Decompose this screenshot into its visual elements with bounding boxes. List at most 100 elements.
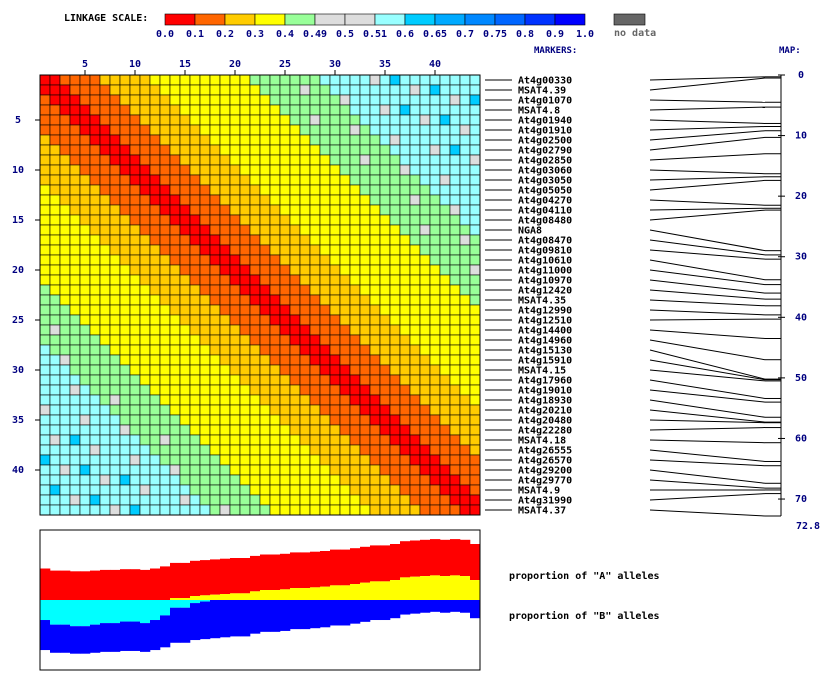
heatmap-cell <box>349 394 361 406</box>
heatmap-cell <box>239 494 251 506</box>
heatmap-cell <box>379 244 391 256</box>
heatmap-cell <box>309 244 321 256</box>
heatmap-cell <box>79 364 91 376</box>
heatmap-cell <box>409 434 421 446</box>
heatmap-cell <box>59 164 71 176</box>
allele-a-bar <box>370 545 381 582</box>
heatmap-cell <box>379 234 391 246</box>
heatmap-cell <box>159 174 171 186</box>
heatmap-cell <box>389 224 401 236</box>
heatmap-cell <box>249 364 261 376</box>
heatmap-cell <box>399 504 411 516</box>
heatmap-cell <box>389 184 401 196</box>
heatmap-cell <box>239 124 251 136</box>
heatmap-cell <box>349 364 361 376</box>
heatmap-cell <box>59 324 71 336</box>
heatmap-cell <box>349 124 361 136</box>
heatmap-cell <box>419 414 431 426</box>
heatmap-cell <box>429 494 441 506</box>
heatmap-cell <box>49 244 61 256</box>
heatmap-cell <box>309 344 321 356</box>
heatmap-cell <box>129 494 141 506</box>
heatmap-cell <box>319 324 331 336</box>
heatmap-cell <box>139 264 151 276</box>
allele-a-bar <box>60 570 71 600</box>
heatmap-cell <box>209 504 221 516</box>
heatmap-cell <box>179 144 191 156</box>
heatmap-cell <box>139 374 151 386</box>
heatmap-cell <box>199 414 211 426</box>
heatmap-cell <box>49 454 61 466</box>
heatmap-cell <box>459 184 471 196</box>
heatmap-cell <box>229 74 241 86</box>
heatmap-cell <box>49 84 61 96</box>
heatmap-cell <box>149 94 161 106</box>
heatmap-cell <box>429 284 441 296</box>
heatmap-cell <box>279 474 291 486</box>
heatmap-cell <box>429 484 441 496</box>
heatmap-cell <box>169 364 181 376</box>
heatmap-cell <box>389 504 401 516</box>
heatmap-cell <box>109 164 121 176</box>
x-tick-label: 5 <box>82 59 88 70</box>
heatmap-cell <box>169 244 181 256</box>
heatmap-cell <box>209 494 221 506</box>
heatmap-cell <box>339 424 351 436</box>
heatmap-cell <box>269 264 281 276</box>
heatmap-cell <box>109 384 121 396</box>
heatmap-cell <box>229 264 241 276</box>
heatmap-cell <box>319 504 331 516</box>
legend-swatch <box>284 13 316 26</box>
allele-b-bar <box>380 600 391 621</box>
heatmap-cell <box>59 84 71 96</box>
heatmap-cell <box>209 174 221 186</box>
heatmap-cell <box>139 424 151 436</box>
heatmap-cell <box>69 504 81 516</box>
allele-a-light-bar <box>420 576 431 600</box>
allele-a-bar <box>70 571 81 600</box>
heatmap-cell <box>339 284 351 296</box>
heatmap-cell <box>329 324 341 336</box>
heatmap-cell <box>389 454 401 466</box>
heatmap-cell <box>389 254 401 266</box>
heatmap-cell <box>179 394 191 406</box>
heatmap-cell <box>99 484 111 496</box>
heatmap-cell <box>389 144 401 156</box>
heatmap-cell <box>69 94 81 106</box>
heatmap-cell <box>49 494 61 506</box>
heatmap-cell <box>359 144 371 156</box>
heatmap-cell <box>389 484 401 496</box>
heatmap-cell <box>169 174 181 186</box>
heatmap-cell <box>259 264 271 276</box>
heatmap-cell <box>149 484 161 496</box>
heatmap-cell <box>229 404 241 416</box>
heatmap-cell <box>159 284 171 296</box>
heatmap-cell <box>339 304 351 316</box>
heatmap-cell <box>49 184 61 196</box>
heatmap-cell <box>79 264 91 276</box>
allele-b-bar <box>150 620 161 651</box>
heatmap-cell <box>429 234 441 246</box>
heatmap-cell <box>289 264 301 276</box>
heatmap-cell <box>179 104 191 116</box>
heatmap-cell <box>69 424 81 436</box>
heatmap-cell <box>189 504 201 516</box>
heatmap-cell <box>259 474 271 486</box>
heatmap-cell <box>429 474 441 486</box>
heatmap-cell <box>369 84 381 96</box>
heatmap-cell <box>369 274 381 286</box>
heatmap-cell <box>419 194 431 206</box>
heatmap-cell <box>359 204 371 216</box>
heatmap-cell <box>459 344 471 356</box>
heatmap-cell <box>259 384 271 396</box>
heatmap-cell <box>199 454 211 466</box>
allele-a-light-bar <box>250 591 261 600</box>
heatmap-cell <box>269 294 281 306</box>
allele-a-bar <box>250 555 261 592</box>
heatmap-cell <box>189 224 201 236</box>
heatmap-cell <box>339 434 351 446</box>
heatmap-cell <box>279 284 291 296</box>
heatmap-cell <box>369 174 381 186</box>
heatmap-cell <box>419 334 431 346</box>
heatmap-cell <box>469 134 481 146</box>
